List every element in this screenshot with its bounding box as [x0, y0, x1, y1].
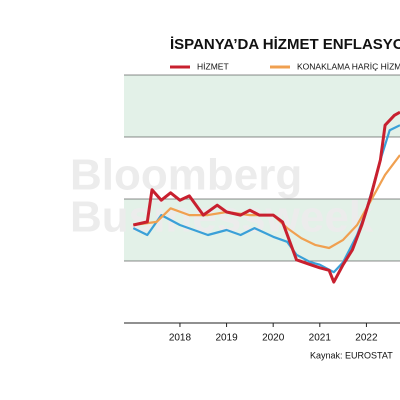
- series-line: [133, 154, 400, 250]
- band: [124, 75, 400, 137]
- x-tick-label: 2019: [215, 333, 238, 344]
- series-line: [132, 110, 400, 284]
- x-tick-label: 2020: [262, 333, 285, 344]
- legend-label: HİZMET: [197, 61, 229, 71]
- watermark: Businessweek: [70, 193, 374, 242]
- watermark: Bloomberg: [70, 151, 302, 200]
- x-tick-label: 2022: [355, 333, 378, 344]
- legend-label: KONAKLAMA HARİÇ HİZMET: [297, 61, 400, 71]
- x-tick-label: 2018: [169, 333, 192, 344]
- source: Kaynak: EUROSTAT: [310, 350, 393, 360]
- chart-title: İSPANYA’DA HİZMET ENFLASYONU: [170, 36, 400, 53]
- x-tick-label: 2021: [309, 333, 332, 344]
